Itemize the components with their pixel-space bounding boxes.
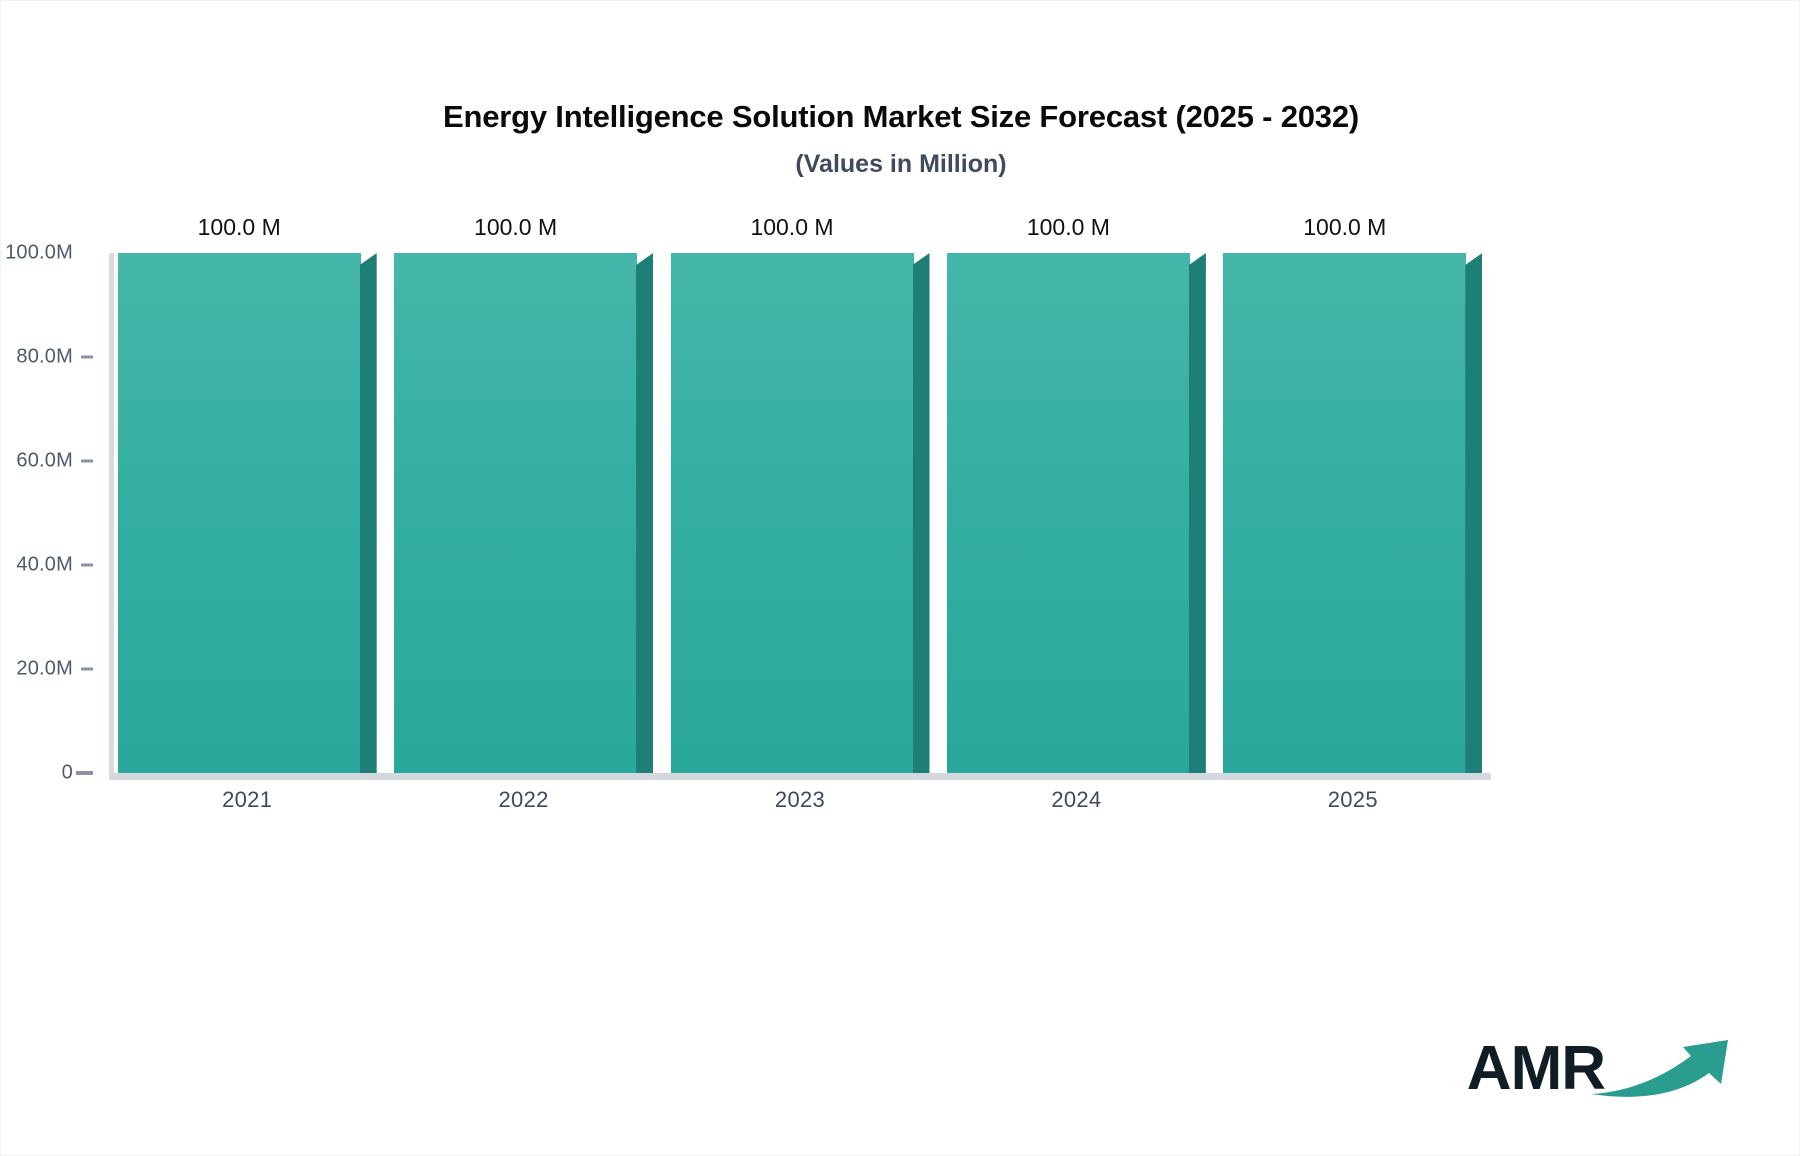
x-axis-line [109,773,1491,780]
x-axis-tick-label: 2021 [222,787,273,812]
bar-side-face [1465,253,1483,773]
y-axis-line [109,253,114,773]
bar-side-face [1188,253,1206,773]
y-axis-tick-mark [81,667,93,671]
bar-side-face [912,253,930,773]
bar-value-label: 100.0 M [1303,214,1387,240]
y-axis-tick-mark [76,771,93,775]
plot-area: 100.0 M 100.0 M 100.0 M 100.0 M 100.0 M [109,214,1491,780]
bar[interactable]: 100.0 M [1223,214,1483,773]
y-axis-tick-label: 100.0M [5,241,73,264]
chart-subtitle: (Values in Million) [795,150,1007,178]
bar[interactable]: 100.0 M [670,214,930,773]
bar[interactable]: 100.0 M [117,214,377,773]
y-axis-tick-mark [81,355,93,359]
y-axis-tick-label: 20.0M [16,657,73,680]
y-axis-tick-label: 0 [61,761,73,784]
bar-side-face [359,253,377,773]
bar-front-face [117,253,361,773]
bar-value-label: 100.0 M [474,214,558,240]
y-axis-tick-mark [81,459,93,463]
x-axis-tick-label: 2025 [1327,787,1378,812]
bar-value-label: 100.0 M [750,214,834,240]
bar-value-label: 100.0 M [197,214,281,240]
bar[interactable]: 100.0 M [946,214,1206,773]
chart-header: Energy Intelligence Solution Market Size… [1,97,1800,180]
bar-value-label: 100.0 M [1026,214,1110,240]
bar-front-face [670,253,914,773]
y-axis-tick-label: 40.0M [16,553,73,576]
trend-up-arrow-icon [1591,1040,1728,1097]
page-title: Energy Intelligence Solution Market Size… [443,99,1359,134]
bar-front-face [1223,253,1467,773]
bar-front-face [946,253,1190,773]
y-axis-ticks: 100.0M 80.0M 60.0M 40.0M 20.0M 0 [1,242,109,784]
x-axis-ticks: 2021 2022 2023 2024 2025 [109,787,1491,827]
bar[interactable]: 100.0 M [394,214,654,773]
y-axis-tick-label: 60.0M [16,449,73,472]
x-axis-tick-label: 2023 [774,787,826,812]
x-axis-tick-label: 2024 [1051,787,1102,812]
y-axis-tick-mark [81,563,93,567]
amr-logo: AMR [1467,1024,1737,1100]
x-axis-tick-label: 2022 [498,787,549,812]
bar-front-face [394,253,638,773]
y-axis-tick-label: 80.0M [16,345,73,368]
bar-side-face [636,253,654,773]
logo-wordmark: AMR [1466,1034,1606,1103]
